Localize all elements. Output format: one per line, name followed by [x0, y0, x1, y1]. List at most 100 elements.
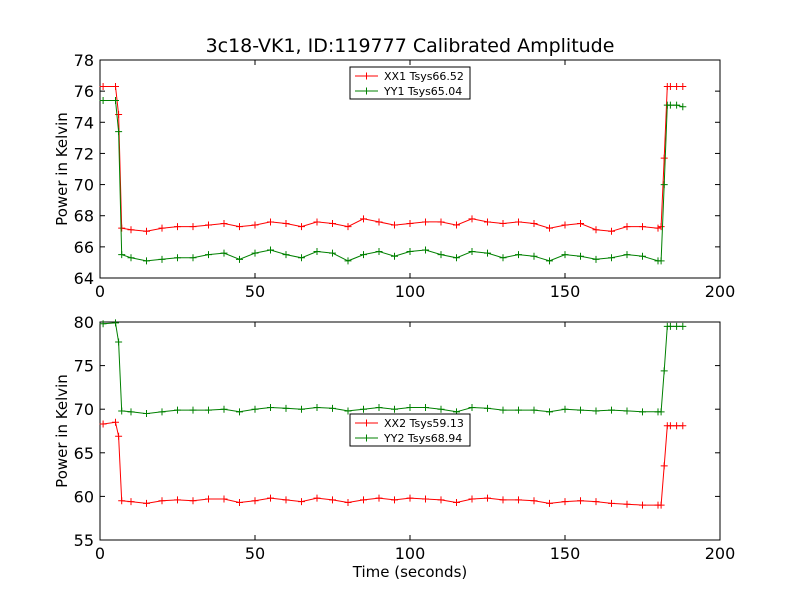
data-point [267, 218, 274, 226]
data-point [112, 319, 119, 327]
y-tick-label: 64 [74, 269, 94, 288]
data-point [406, 403, 414, 411]
data-point [236, 255, 243, 263]
data-point [660, 154, 668, 162]
y-tick-label: 68 [74, 207, 94, 226]
data-point [468, 248, 476, 256]
data-point [608, 499, 615, 507]
data-point [112, 418, 119, 426]
data-point [236, 223, 243, 231]
data-point [220, 249, 228, 257]
data-point [679, 322, 687, 330]
data-point [267, 403, 274, 411]
data-point [546, 257, 553, 265]
data-point [592, 498, 600, 506]
data-point [530, 220, 538, 227]
data-point [205, 406, 212, 414]
data-point [484, 404, 491, 412]
data-point [158, 408, 166, 416]
data-point [530, 252, 538, 260]
data-point [406, 494, 414, 502]
data-point [127, 498, 135, 506]
data-point [158, 224, 166, 232]
data-point [189, 223, 197, 231]
data-point [660, 367, 668, 375]
x-axis-label: Time (seconds) [352, 563, 468, 581]
data-point [360, 215, 367, 223]
data-point [189, 497, 197, 505]
data-point [375, 248, 383, 256]
data-point [174, 223, 181, 231]
data-point [112, 96, 119, 104]
data-point [115, 128, 123, 136]
y-tick-label: 75 [74, 357, 94, 376]
data-point [673, 322, 681, 330]
data-point [561, 221, 569, 229]
data-point [118, 224, 126, 232]
data-point [375, 403, 383, 411]
data-point [251, 497, 259, 505]
data-point [99, 96, 107, 104]
data-point [267, 494, 274, 502]
data-point [236, 408, 243, 416]
data-point [654, 224, 662, 232]
data-point [608, 406, 615, 414]
data-point [608, 254, 615, 262]
data-point [468, 215, 476, 223]
data-point [546, 224, 553, 232]
legend-label: XX1 Tsys66.52 [384, 70, 464, 83]
plot-top: 0 50 100 150 200 64 66 68 70 72 74 76 78 Power in Kel… [53, 51, 735, 301]
data-point [530, 406, 538, 414]
series-2 [99, 319, 687, 418]
data-point [143, 227, 150, 235]
data-point [577, 220, 584, 227]
x-tick-label: 50 [245, 282, 265, 301]
data-point [515, 406, 522, 414]
y-tick-label: 80 [74, 313, 94, 332]
data-point [174, 496, 181, 504]
data-point [205, 221, 212, 229]
legend-marker [363, 87, 370, 95]
y-axis-label: Power in Kelvin [53, 374, 71, 488]
y-tick-label: 66 [74, 238, 94, 257]
data-point [360, 251, 367, 259]
data-point [220, 495, 228, 503]
x-tick-label: 150 [550, 282, 581, 301]
data-point [437, 251, 445, 259]
data-point [112, 82, 119, 90]
data-point [127, 408, 135, 416]
data-point [189, 406, 197, 414]
data-point [530, 497, 538, 505]
data-point [437, 496, 445, 504]
y-axis-label: Power in Kelvin [53, 112, 71, 226]
data-point [313, 494, 321, 502]
data-point [468, 495, 476, 503]
data-point [561, 405, 569, 413]
data-point [127, 254, 135, 262]
data-point [115, 111, 123, 118]
data-point [592, 255, 600, 263]
y-tick-label: 74 [74, 113, 94, 132]
data-point [608, 227, 615, 235]
plot-bottom: 0 50 100 150 200 55 60 65 70 75 80 Power in Kelvin T… [53, 313, 735, 581]
legend-marker [363, 72, 370, 80]
x-tick-label: 0 [95, 282, 105, 301]
legend-box [349, 66, 471, 100]
data-point [499, 406, 507, 414]
data-point [282, 404, 290, 412]
data-point [127, 226, 135, 234]
x-tick-label: 200 [705, 544, 736, 563]
data-point [115, 432, 123, 440]
data-point [639, 501, 646, 509]
data-point [143, 410, 150, 418]
data-point [329, 220, 336, 227]
data-point [546, 499, 553, 507]
series-1 [99, 418, 687, 509]
data-point [143, 499, 150, 507]
data-point [422, 246, 429, 254]
data-point [592, 407, 600, 415]
data-point [623, 407, 631, 415]
data-point [174, 254, 181, 262]
data-point [499, 254, 507, 262]
